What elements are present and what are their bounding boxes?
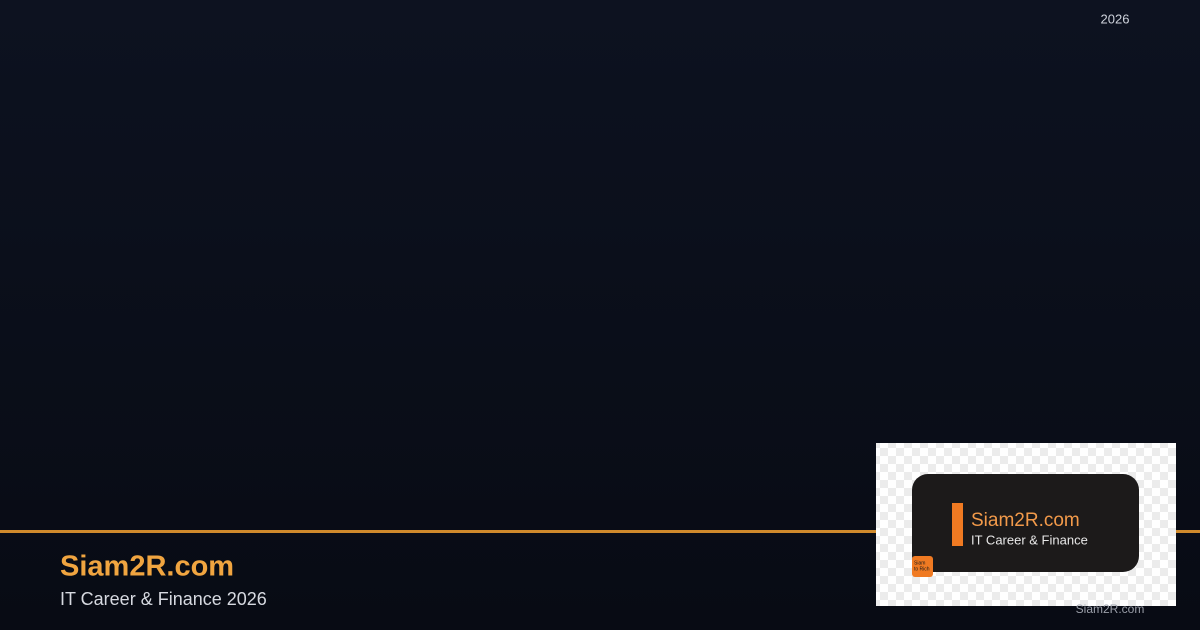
logo-bar xyxy=(952,503,963,546)
logo-panel xyxy=(912,474,1139,572)
brand-tagline: IT Career & Finance 2026 xyxy=(60,589,267,609)
year-label: 2026 xyxy=(1101,11,1130,26)
logo-card: Siam2R.com IT Career & Finance Siam to R… xyxy=(876,443,1176,606)
logo-tagline: IT Career & Finance xyxy=(971,532,1088,547)
logo-name: Siam2R.com xyxy=(971,510,1080,531)
brand-name: Siam2R.com xyxy=(60,551,234,583)
badge-line: Siam xyxy=(914,560,925,566)
watermark: Siam2R.com xyxy=(1076,602,1145,616)
divider xyxy=(0,530,1200,533)
logo-badge xyxy=(912,556,933,577)
badge-line: to Rich xyxy=(914,566,930,572)
